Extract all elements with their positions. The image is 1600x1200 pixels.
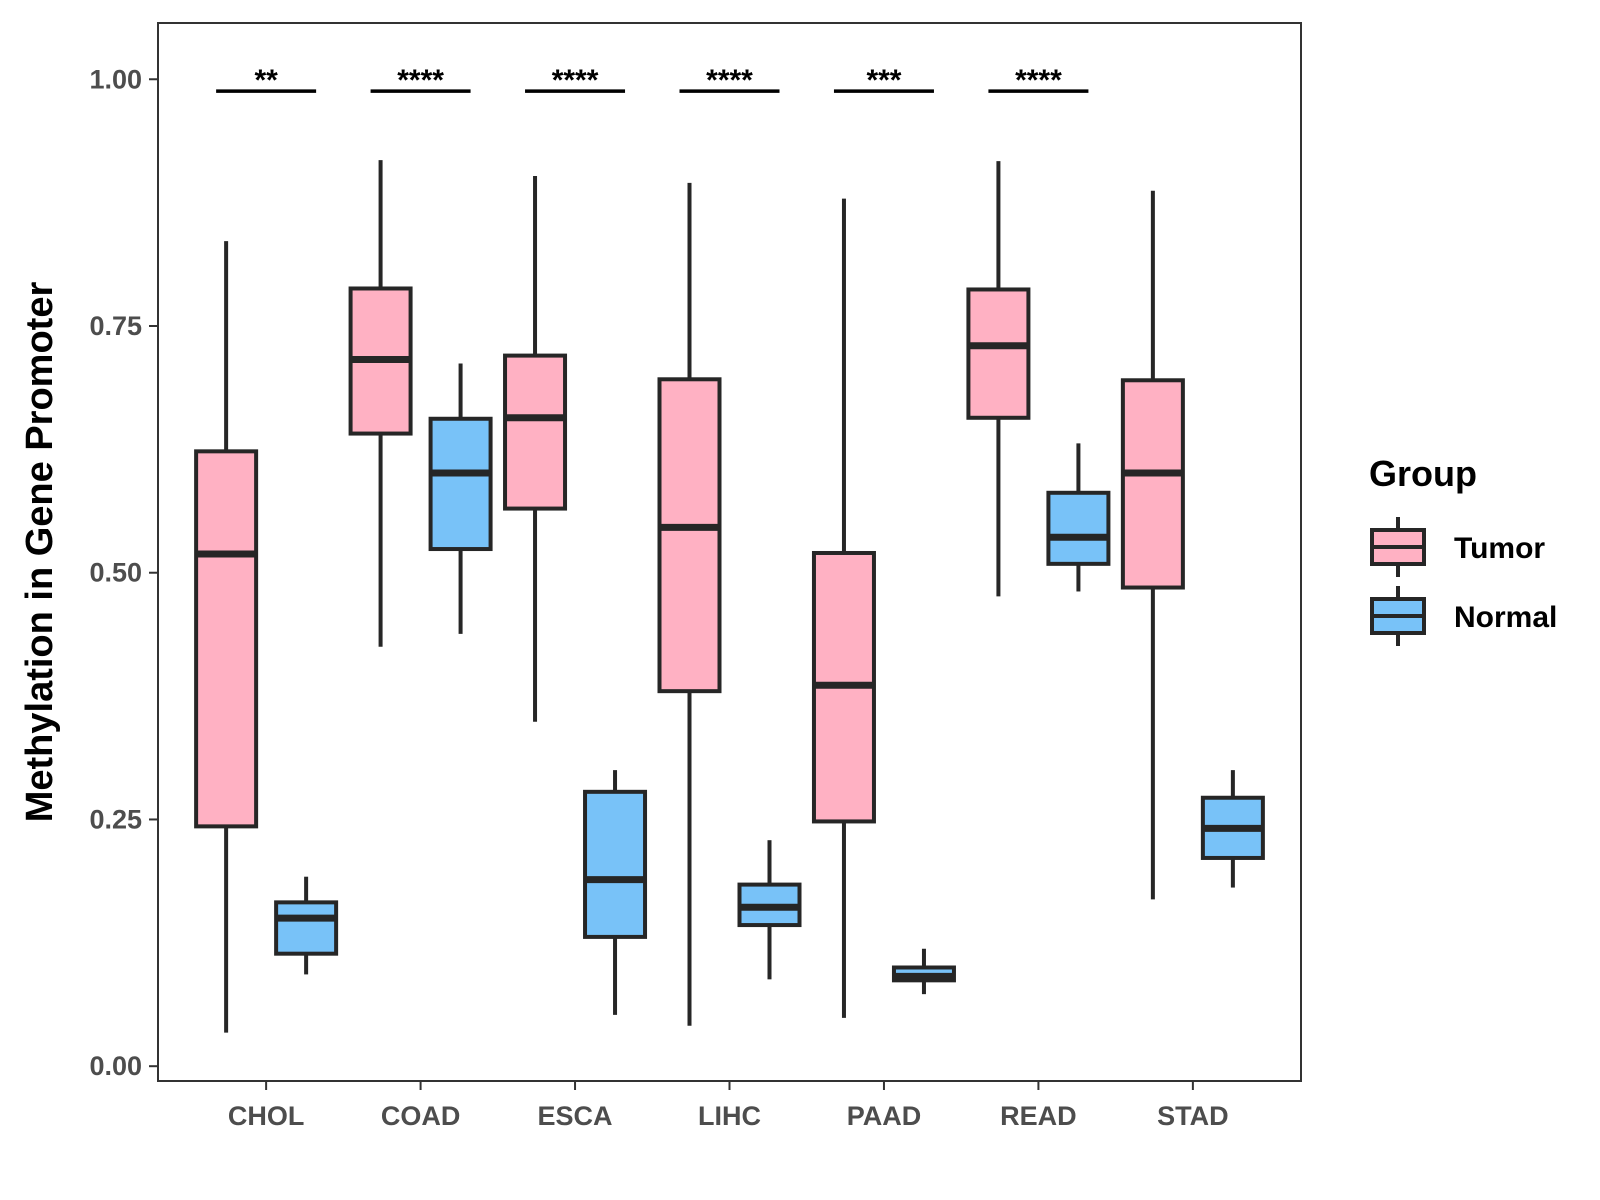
y-tick-label: 0.25 (89, 804, 142, 834)
x-tick-label: STAD (1157, 1101, 1229, 1131)
x-tick-label: ESCA (538, 1101, 613, 1131)
significance-label-read: **** (1015, 64, 1062, 97)
legend-label-normal: Normal (1454, 601, 1557, 634)
box-tumor-chol (194, 449, 259, 829)
legend: Group Tumor Normal (1369, 453, 1557, 646)
significance-label-coad: **** (397, 64, 444, 97)
y-tick-label: 0.75 (89, 311, 142, 341)
y-tick-label: 0.00 (89, 1051, 142, 1081)
x-tick-label: LIHC (698, 1101, 761, 1131)
x-tick-label: COAD (381, 1101, 461, 1131)
y-tick-label: 0.50 (89, 558, 142, 588)
box-tumor-esca (503, 353, 568, 511)
y-axis: 0.00 0.25 0.50 0.75 1.00 (89, 64, 158, 1081)
x-axis: CHOL COAD ESCA LIHC PAAD READ STAD (228, 1081, 1229, 1131)
x-tick-label: CHOL (228, 1101, 305, 1131)
significance-label-chol: ** (254, 64, 278, 97)
box-normal-chol (274, 900, 339, 956)
significance-label-lihc: **** (706, 64, 753, 97)
significance-label-esca: **** (552, 64, 599, 97)
x-tick-label: READ (1000, 1101, 1077, 1131)
box-tumor-read (966, 287, 1031, 420)
y-axis-title: Methylation in Gene Promoter (19, 282, 61, 823)
box-tumor-lihc (657, 377, 722, 694)
box-layer (194, 160, 1265, 1033)
box-normal-read (1046, 490, 1111, 566)
box-normal-coad (428, 416, 493, 552)
y-tick-label: 1.00 (89, 64, 142, 94)
x-tick-label: PAAD (847, 1101, 922, 1131)
box-tumor-stad (1120, 378, 1185, 590)
box-normal-esca (583, 789, 648, 939)
legend-title: Group (1369, 453, 1477, 494)
significance-label-paad: *** (866, 64, 901, 97)
significance-layer: ** **** **** **** *** **** (216, 64, 1089, 97)
legend-label-tumor: Tumor (1454, 532, 1545, 565)
